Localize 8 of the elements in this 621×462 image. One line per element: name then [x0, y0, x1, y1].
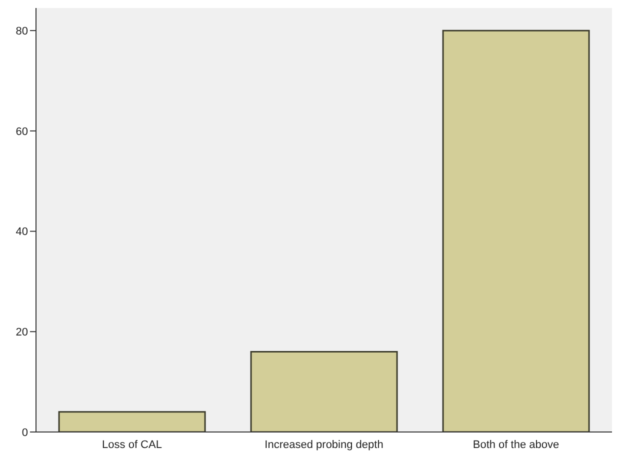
y-tick-label: 20 [16, 326, 28, 339]
x-tick-label: Loss of CAL [102, 438, 162, 451]
y-tick-label: 40 [16, 226, 28, 238]
y-tick-label: 80 [16, 25, 28, 38]
x-tick-label: Both of the above [472, 438, 560, 451]
y-tick-label: 60 [16, 126, 28, 138]
x-tick-label: Increased probing depth [264, 438, 384, 451]
y-tick-label: 0 [22, 426, 28, 439]
